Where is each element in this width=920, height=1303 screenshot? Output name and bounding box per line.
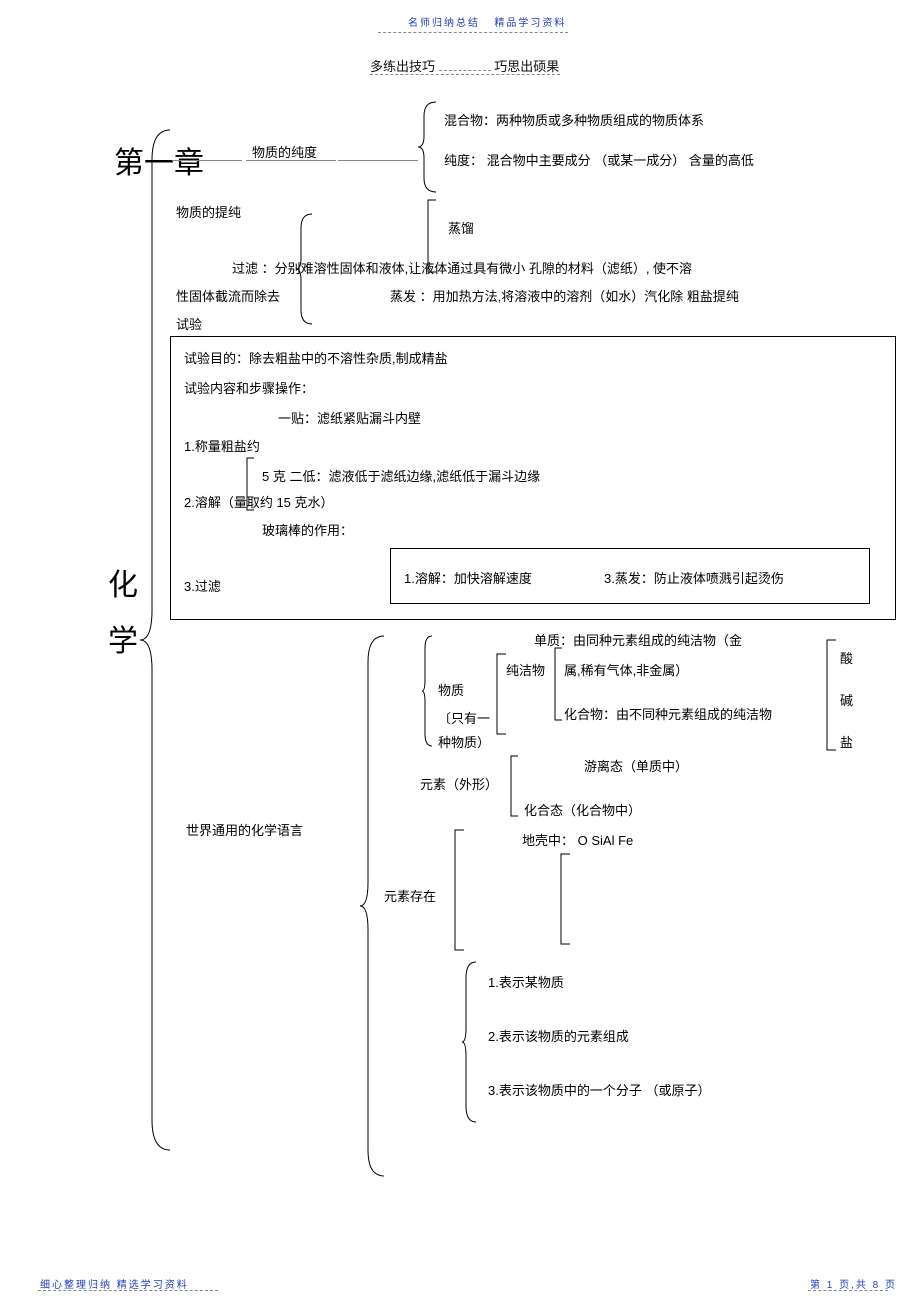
footer-right: 第 1 页,共 8 页	[810, 1276, 897, 1291]
m1: 1.表示某物质	[488, 972, 564, 991]
m3: 3.表示该物质中的一个分子 （或原子）	[488, 1080, 710, 1099]
exp-s2: 2.溶解（量取约 15 克水）	[184, 492, 334, 511]
subtitle-a: 多练出技巧	[370, 59, 435, 74]
footer-left-dash	[38, 1290, 218, 1291]
purity-line	[246, 160, 336, 161]
matter-pre-brace	[422, 636, 436, 746]
abs-brace	[824, 640, 840, 750]
header-right: 精品学习资料	[494, 18, 566, 29]
compound: 化合物：由不同种元素组成的纯洁物	[564, 704, 772, 723]
exp-label: 试验	[176, 314, 202, 333]
exp-steps-label: 试验内容和步骤操作：	[184, 378, 314, 397]
crust: 地壳中： O SiAl Fe	[522, 830, 633, 849]
purity-label: 物质的纯度	[252, 142, 317, 161]
purity-brace	[418, 102, 440, 192]
acid: 酸	[840, 648, 853, 667]
lang-label: 世界通用的化学语言	[186, 820, 303, 839]
filter-line2: 性固体截流而除去	[176, 286, 280, 305]
exp-s1b: 5 克 二低：滤液低于滤纸边缘,滤纸低于漏斗边缘	[262, 466, 540, 485]
rod-1: 1.溶解：加快溶解速度	[404, 568, 532, 587]
meaning-brace	[462, 962, 480, 1122]
root-brace	[140, 130, 180, 1150]
evap-line: 蒸发 ：用加热方法,将溶液中的溶剂（如水）汽化除 粗盐提纯	[390, 286, 739, 305]
purity-def: 纯度： 混合物中主要成分 （或某一成分） 含量的高低	[444, 150, 754, 169]
combined-state: 化合态（化合物中）	[524, 800, 641, 819]
header-credits: 名师归纳总结 精品学习资料	[408, 14, 566, 29]
exp-goal: 试验目的：除去粗盐中的不溶性杂质,制成精盐	[184, 348, 448, 367]
rod-3: 3.蒸发：防止液体喷溅引起烫伤	[604, 568, 784, 587]
ch1-line	[172, 160, 242, 161]
subtitle: 多练出技巧 巧思出硕果	[370, 56, 559, 75]
salt: 盐	[840, 732, 853, 751]
shape-brace	[508, 756, 522, 816]
exp-tie: 一贴：滤纸紧贴漏斗内壁	[278, 408, 421, 427]
lang-brace	[360, 636, 388, 1176]
m2: 2.表示该物质的元素组成	[488, 1026, 629, 1045]
crust-brace	[558, 854, 574, 944]
root-label-1: 化	[108, 560, 138, 604]
header-dash	[378, 32, 568, 33]
distill: 蒸馏	[448, 218, 474, 237]
pure-sub-brace	[552, 648, 566, 720]
matter-only2: 种物质）	[438, 732, 490, 751]
subtitle-dash	[370, 74, 560, 75]
header-left: 名师归纳总结	[408, 18, 480, 29]
footer-right-dash	[808, 1290, 888, 1291]
purity-mix: 混合物：两种物质或多种物质组成的物质体系	[444, 110, 704, 129]
elemental: 单质：由同种元素组成的纯洁物（金	[534, 630, 742, 649]
matter-only: 〔只有一	[438, 708, 490, 727]
exp-s3: 3.过滤	[184, 576, 221, 595]
footer-left: 细心整理归纳 精选学习资料	[40, 1276, 189, 1291]
base: 碱	[840, 690, 853, 709]
element-shape: 元素（外形）	[420, 774, 498, 793]
purify-label: 物质的提纯	[176, 202, 241, 221]
root-label-2: 学	[108, 616, 138, 660]
elemental2: 属,稀有气体,非金属）	[564, 660, 688, 679]
matter-label: 物质	[438, 680, 464, 699]
free-state: 游离态（单质中）	[584, 756, 688, 775]
exp-s1: 1.称量粗盐约	[184, 436, 260, 455]
exist-brace	[452, 830, 468, 950]
pure-label: 纯洁物	[506, 660, 545, 679]
subtitle-b: 巧思出硕果	[494, 59, 559, 74]
el-exist: 元素存在	[384, 886, 436, 905]
filter-line: 过滤 ：分别难溶性固体和液体,让液体通过具有微小 孔隙的材料（滤纸）, 使不溶	[232, 258, 692, 277]
purity-line2	[338, 160, 418, 161]
exp-rod: 玻璃棒的作用：	[262, 520, 353, 539]
